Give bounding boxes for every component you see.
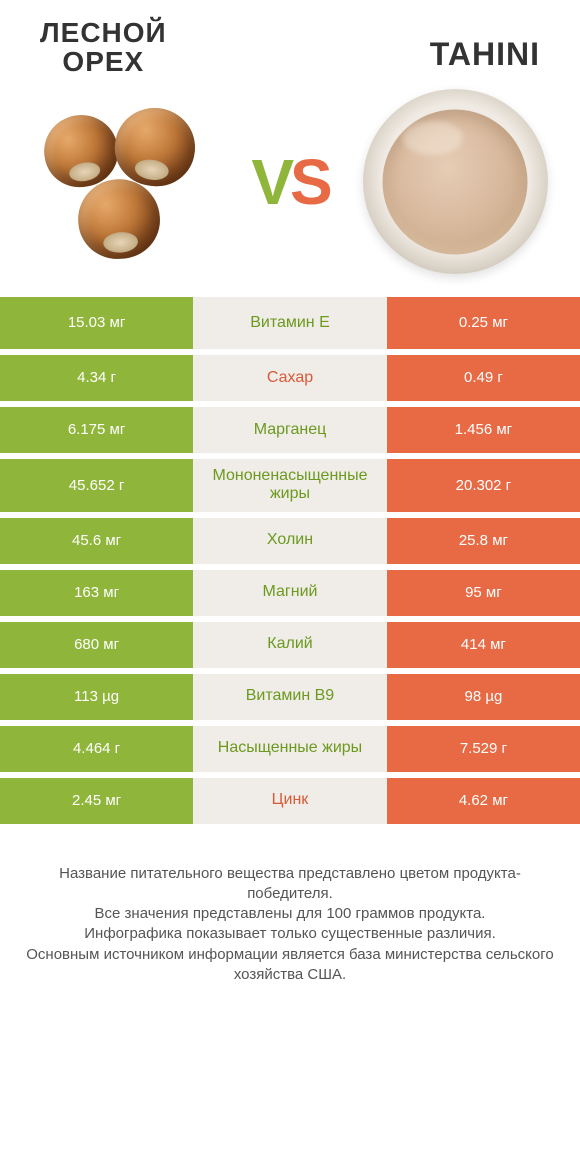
right-value: 98 µg [387, 674, 580, 720]
hazelnut-icon [35, 102, 215, 262]
right-value: 0.25 мг [387, 297, 580, 349]
right-value: 20.302 г [387, 459, 580, 512]
table-row: 4.34 гСахар0.49 г [0, 349, 580, 401]
product-left-title: ЛЕСНОЙ ОРЕХ [40, 18, 167, 77]
table-row: 45.652 гМононенасыщенные жиры20.302 г [0, 453, 580, 512]
left-value: 45.6 мг [0, 518, 193, 564]
footer-line-2: Все значения представлены для 100 граммо… [20, 904, 560, 924]
table-row: 680 мгКалий414 мг [0, 616, 580, 668]
tahini-bowl-icon [363, 89, 548, 274]
left-value: 45.652 г [0, 459, 193, 512]
footer-line-1: Название питательного вещества представл… [20, 864, 560, 905]
footer-notes: Название питательного вещества представл… [0, 824, 580, 986]
right-value: 95 мг [387, 570, 580, 616]
images-row: VS [0, 77, 580, 297]
hazelnut-image [30, 87, 220, 277]
right-value: 1.456 мг [387, 407, 580, 453]
nutrient-name: Сахар [193, 355, 387, 401]
left-value: 2.45 мг [0, 778, 193, 824]
nutrient-name: Марганец [193, 407, 387, 453]
product-left-title-line2: ОРЕХ [62, 46, 144, 77]
vs-s: S [290, 146, 329, 218]
table-row: 163 мгМагний95 мг [0, 564, 580, 616]
nutrient-name: Цинк [193, 778, 387, 824]
footer-line-4: Основным источником информации является … [20, 945, 560, 986]
right-value: 25.8 мг [387, 518, 580, 564]
left-value: 163 мг [0, 570, 193, 616]
nutrient-name: Витамин B9 [193, 674, 387, 720]
nutrient-name: Калий [193, 622, 387, 668]
table-row: 4.464 гНасыщенные жиры7.529 г [0, 720, 580, 772]
left-value: 113 µg [0, 674, 193, 720]
footer-line-3: Инфографика показывает только существенн… [20, 924, 560, 944]
left-value: 4.464 г [0, 726, 193, 772]
table-row: 15.03 мгВитамин E0.25 мг [0, 297, 580, 349]
product-right-title: TAHINI [430, 36, 540, 73]
table-row: 113 µgВитамин B998 µg [0, 668, 580, 720]
left-value: 680 мг [0, 622, 193, 668]
right-value: 414 мг [387, 622, 580, 668]
tahini-image [360, 87, 550, 277]
nutrient-name: Мононенасыщенные жиры [193, 459, 387, 512]
left-value: 4.34 г [0, 355, 193, 401]
comparison-table: 15.03 мгВитамин E0.25 мг4.34 гСахар0.49 … [0, 297, 580, 824]
right-value: 4.62 мг [387, 778, 580, 824]
vs-label: VS [251, 145, 328, 219]
left-value: 15.03 мг [0, 297, 193, 349]
table-row: 6.175 мгМарганец1.456 мг [0, 401, 580, 453]
nutrient-name: Магний [193, 570, 387, 616]
nutrient-name: Витамин E [193, 297, 387, 349]
right-value: 7.529 г [387, 726, 580, 772]
nutrient-name: Холин [193, 518, 387, 564]
header: ЛЕСНОЙ ОРЕХ TAHINI [0, 0, 580, 77]
table-row: 45.6 мгХолин25.8 мг [0, 512, 580, 564]
table-row: 2.45 мгЦинк4.62 мг [0, 772, 580, 824]
right-value: 0.49 г [387, 355, 580, 401]
vs-v: V [251, 146, 290, 218]
nutrient-name: Насыщенные жиры [193, 726, 387, 772]
left-value: 6.175 мг [0, 407, 193, 453]
product-left-title-line1: ЛЕСНОЙ [40, 17, 167, 48]
